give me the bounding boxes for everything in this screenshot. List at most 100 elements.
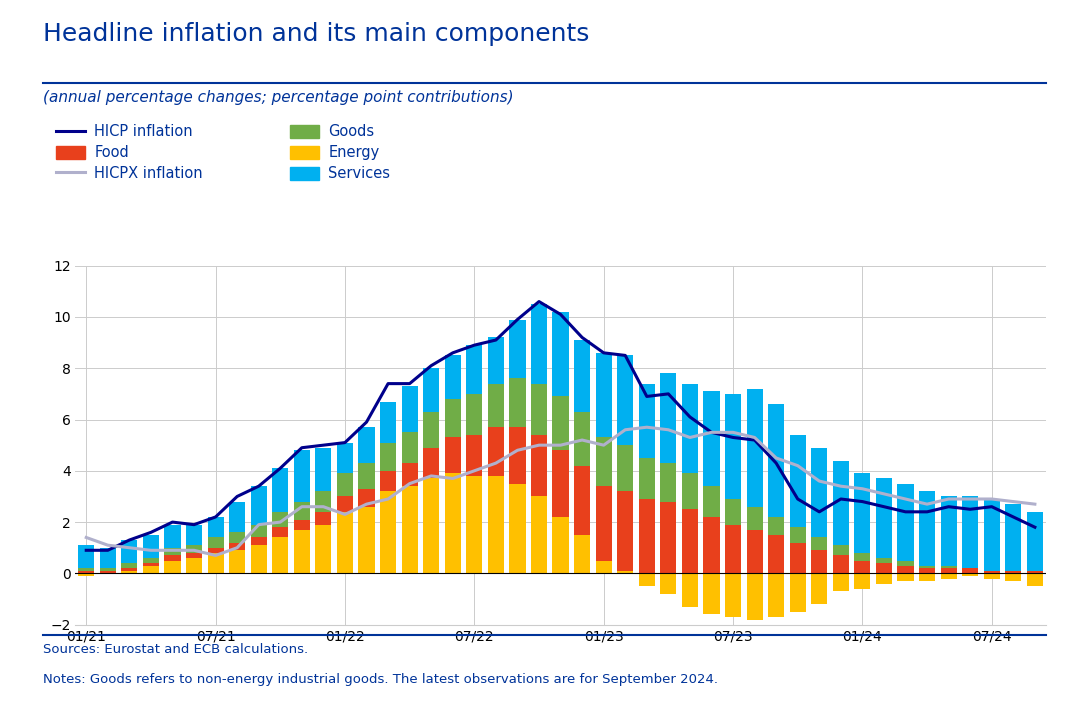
Bar bbox=[833, 556, 849, 574]
Bar bbox=[207, 553, 224, 574]
Bar bbox=[467, 476, 483, 574]
Bar bbox=[424, 448, 440, 478]
Bar bbox=[575, 466, 591, 535]
Bar bbox=[940, 566, 957, 568]
Bar bbox=[638, 499, 655, 574]
Bar bbox=[316, 491, 332, 512]
Bar bbox=[553, 450, 569, 517]
Bar bbox=[855, 561, 871, 574]
Legend: HICP inflation, Food, HICPX inflation, Goods, Energy, Services: HICP inflation, Food, HICPX inflation, G… bbox=[51, 118, 396, 187]
Bar bbox=[207, 538, 224, 548]
Bar bbox=[984, 574, 1000, 579]
Bar bbox=[1006, 504, 1022, 571]
Text: (annual percentage changes; percentage point contributions): (annual percentage changes; percentage p… bbox=[43, 90, 514, 105]
Bar bbox=[790, 543, 806, 574]
Bar bbox=[963, 496, 979, 568]
Bar bbox=[79, 568, 95, 571]
Bar bbox=[207, 517, 224, 538]
Bar bbox=[165, 561, 181, 574]
Bar bbox=[920, 491, 936, 566]
Bar bbox=[790, 527, 806, 543]
Bar bbox=[725, 574, 742, 617]
Bar bbox=[230, 532, 246, 543]
Bar bbox=[855, 574, 871, 589]
Bar bbox=[618, 355, 634, 445]
Bar bbox=[984, 499, 1000, 571]
Bar bbox=[293, 530, 310, 574]
Bar bbox=[1027, 571, 1044, 574]
Bar bbox=[402, 463, 418, 486]
Bar bbox=[142, 535, 160, 558]
Bar bbox=[725, 499, 742, 525]
Bar bbox=[704, 391, 720, 486]
Bar bbox=[747, 388, 763, 507]
Bar bbox=[1027, 574, 1044, 586]
Bar bbox=[230, 550, 246, 574]
Bar bbox=[230, 543, 246, 550]
Bar bbox=[359, 427, 375, 463]
Bar bbox=[445, 473, 461, 574]
Bar bbox=[595, 561, 612, 574]
Bar bbox=[660, 463, 677, 502]
Bar bbox=[273, 468, 289, 512]
Bar bbox=[186, 525, 203, 545]
Bar bbox=[488, 427, 505, 476]
Bar bbox=[121, 563, 138, 568]
Bar bbox=[467, 345, 483, 394]
Bar bbox=[531, 304, 548, 383]
Bar bbox=[812, 448, 828, 538]
Bar bbox=[790, 435, 806, 527]
Bar bbox=[165, 525, 181, 548]
Bar bbox=[230, 502, 246, 532]
Text: Notes: Goods refers to non-energy industrial goods. The latest observations are : Notes: Goods refers to non-energy indust… bbox=[43, 673, 718, 686]
Bar bbox=[316, 525, 332, 574]
Bar bbox=[682, 509, 699, 574]
Bar bbox=[768, 574, 785, 617]
Text: Headline inflation and its main components: Headline inflation and its main componen… bbox=[43, 22, 590, 45]
Bar bbox=[660, 574, 677, 594]
Bar bbox=[897, 484, 914, 561]
Bar bbox=[531, 496, 548, 574]
Bar bbox=[897, 561, 914, 566]
Bar bbox=[575, 535, 591, 574]
Bar bbox=[99, 548, 116, 568]
Bar bbox=[445, 355, 461, 399]
Bar bbox=[336, 512, 354, 574]
Bar bbox=[336, 496, 354, 512]
Bar bbox=[963, 574, 979, 576]
Bar bbox=[445, 437, 461, 473]
Bar bbox=[638, 574, 655, 586]
Bar bbox=[445, 399, 461, 437]
Bar bbox=[920, 568, 936, 574]
Bar bbox=[768, 535, 785, 574]
Bar bbox=[250, 486, 267, 525]
Bar bbox=[682, 473, 699, 509]
Bar bbox=[595, 353, 612, 437]
Bar bbox=[488, 337, 505, 383]
Bar bbox=[207, 548, 224, 553]
Bar bbox=[897, 574, 914, 581]
Bar bbox=[876, 478, 893, 558]
Bar bbox=[316, 448, 332, 491]
Bar bbox=[424, 368, 440, 412]
Bar bbox=[704, 574, 720, 615]
Bar bbox=[79, 545, 95, 568]
Bar bbox=[855, 473, 871, 553]
Bar bbox=[273, 538, 289, 574]
Bar bbox=[381, 471, 397, 491]
Bar bbox=[273, 512, 289, 527]
Bar bbox=[790, 574, 806, 612]
Bar bbox=[531, 383, 548, 435]
Bar bbox=[250, 538, 267, 545]
Bar bbox=[510, 378, 526, 427]
Bar bbox=[920, 566, 936, 568]
Bar bbox=[250, 525, 267, 538]
Bar bbox=[488, 383, 505, 427]
Bar bbox=[359, 489, 375, 507]
Bar bbox=[747, 530, 763, 574]
Bar bbox=[747, 507, 763, 530]
Bar bbox=[704, 517, 720, 574]
Bar bbox=[186, 558, 203, 574]
Bar bbox=[833, 574, 849, 592]
Bar bbox=[121, 568, 138, 571]
